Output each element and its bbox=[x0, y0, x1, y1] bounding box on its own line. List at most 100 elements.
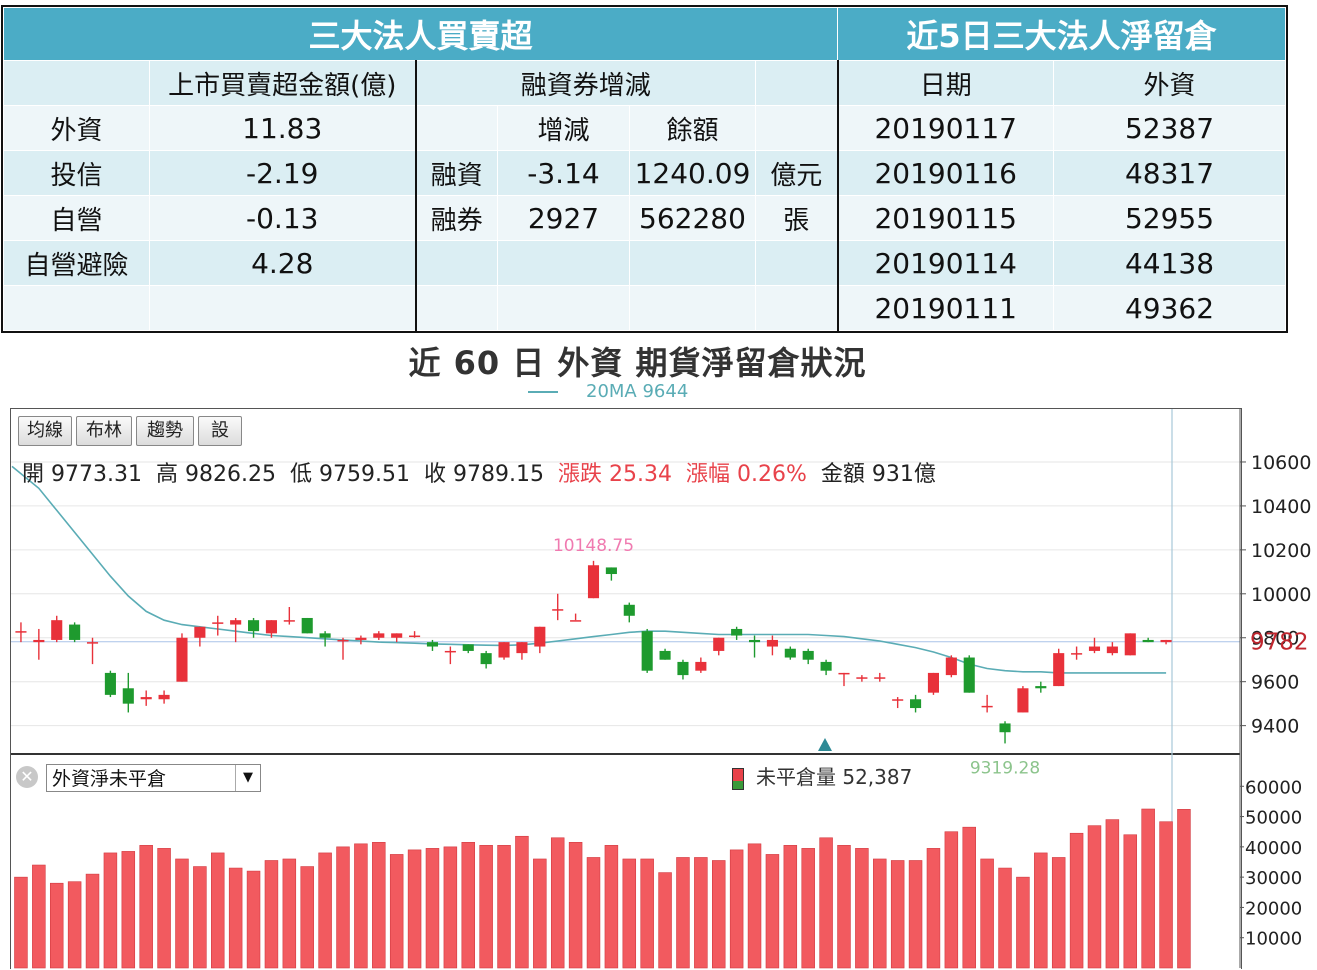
change-label: 漲跌 bbox=[558, 462, 603, 487]
open-interest-bar bbox=[873, 858, 887, 969]
toolbar-ma-button[interactable]: 均線 bbox=[18, 416, 72, 446]
ohlc-readout: 開 9773.31 高 9826.25 低 9759.51 收 9789.15 … bbox=[22, 456, 936, 488]
candle-body bbox=[319, 633, 331, 638]
margin-name: 融券 bbox=[414, 195, 498, 241]
low-value: 9759.51 bbox=[319, 462, 410, 487]
candle-body bbox=[802, 650, 814, 660]
open-interest-bar bbox=[228, 867, 243, 969]
open-interest-bar bbox=[568, 842, 583, 969]
close-indicator-icon[interactable]: ✕ bbox=[16, 766, 38, 788]
candle-body bbox=[444, 650, 456, 653]
price-tick-label: 9600 bbox=[1251, 672, 1299, 694]
low-label: 低 bbox=[290, 462, 313, 487]
open-interest-bar bbox=[712, 860, 726, 969]
chart-title: 近 60 日 外資 期貨淨留倉狀況 bbox=[408, 344, 867, 382]
open-interest-bar bbox=[264, 860, 279, 969]
open-interest-bar bbox=[372, 842, 386, 969]
event-marker-icon bbox=[818, 738, 832, 751]
candle-body bbox=[355, 637, 367, 640]
indicator-select[interactable]: 外資淨未平倉 ▼ bbox=[46, 764, 261, 792]
price-tick-label: 10000 bbox=[1251, 584, 1311, 606]
open-interest-bar bbox=[837, 845, 851, 969]
chart-frame bbox=[10, 408, 1242, 969]
open-interest-bar bbox=[246, 870, 261, 969]
open-interest-bar bbox=[1105, 819, 1120, 969]
chevron-down-icon[interactable]: ▼ bbox=[235, 765, 260, 791]
margin-change: 2927 bbox=[497, 195, 630, 241]
candle-body bbox=[516, 642, 528, 654]
candle-body bbox=[194, 626, 206, 638]
open-interest-bar bbox=[1123, 834, 1138, 969]
candle-body bbox=[820, 661, 832, 671]
margin-unit: 億元 bbox=[755, 150, 838, 196]
open-interest-bar bbox=[407, 849, 422, 969]
open-interest-bar bbox=[1016, 876, 1030, 969]
candle-body bbox=[963, 657, 975, 693]
open-interest-bar bbox=[103, 852, 118, 969]
open-interest-bar bbox=[282, 858, 297, 969]
candle-body bbox=[176, 637, 188, 682]
pos-foreign: 52387 bbox=[1053, 105, 1286, 151]
candle-body bbox=[784, 648, 796, 658]
open-interest-bar bbox=[461, 842, 475, 969]
open-interest-bar bbox=[425, 848, 440, 969]
candle-body bbox=[391, 633, 403, 638]
candle-body bbox=[1142, 639, 1154, 643]
candle-body bbox=[1160, 639, 1172, 643]
indicator-select-value: 外資淨未平倉 bbox=[52, 768, 167, 790]
candle-body bbox=[498, 642, 510, 658]
open-interest-bar bbox=[1141, 808, 1155, 969]
amount-label: 金額 bbox=[820, 462, 865, 487]
volume-tick-label: 50000 bbox=[1245, 808, 1302, 829]
candle-body bbox=[623, 604, 635, 616]
candle-body bbox=[534, 626, 546, 647]
toolbar-bollinger-button[interactable]: 布林 bbox=[76, 416, 132, 446]
open-interest-bar bbox=[121, 851, 136, 969]
toolbar-trend-button[interactable]: 趨勢 bbox=[136, 416, 194, 446]
open-interest-bar bbox=[300, 866, 314, 969]
toolbar-settings-button[interactable]: 設 bbox=[198, 416, 242, 446]
col-foreign: 外資 bbox=[1053, 60, 1286, 106]
open-interest-bar bbox=[890, 860, 905, 969]
open-interest-bar bbox=[139, 845, 153, 969]
open-interest-bar bbox=[318, 852, 332, 969]
open-interest-bar bbox=[819, 837, 833, 969]
candle-body bbox=[283, 620, 295, 622]
candle-body bbox=[605, 567, 617, 575]
candle-body bbox=[122, 688, 134, 704]
open-interest-bar bbox=[926, 848, 941, 969]
open-interest-bar bbox=[944, 831, 959, 969]
open-label: 開 bbox=[22, 462, 45, 487]
candle-body bbox=[641, 631, 653, 671]
open-interest-bar bbox=[658, 872, 672, 969]
open-interest-bar bbox=[175, 858, 189, 969]
open-interest-bar bbox=[783, 845, 798, 969]
open-interest-bar bbox=[640, 858, 654, 969]
inst-value: 4.28 bbox=[149, 240, 416, 286]
open-interest-legend: 未平倉量 52,387 bbox=[732, 761, 912, 790]
open-interest-bar bbox=[550, 837, 565, 969]
open-interest-bar bbox=[497, 845, 511, 969]
open-value: 9773.31 bbox=[51, 462, 142, 487]
candle-body bbox=[766, 639, 778, 647]
open-interest-bar bbox=[14, 876, 28, 969]
high-label: 高 bbox=[156, 462, 179, 487]
candle-body bbox=[713, 637, 725, 651]
open-interest-bar bbox=[676, 857, 690, 969]
sub-change: 增減 bbox=[497, 105, 630, 151]
open-interest-bar bbox=[515, 835, 529, 969]
open-interest-bar bbox=[908, 860, 923, 969]
candle-body bbox=[731, 628, 743, 636]
candle-body bbox=[1035, 686, 1047, 689]
close-label: 收 bbox=[424, 462, 447, 487]
price-annotation: 10148.75 bbox=[553, 536, 634, 556]
open-interest-bar bbox=[32, 864, 46, 969]
candle-body bbox=[945, 657, 957, 676]
open-interest-bar bbox=[622, 858, 637, 969]
pos-foreign: 52955 bbox=[1053, 195, 1286, 241]
ma-line bbox=[11, 465, 1167, 674]
inst-name: 自營 bbox=[3, 195, 150, 241]
sub-balance: 餘額 bbox=[629, 105, 756, 151]
change-value: 25.34 bbox=[609, 462, 672, 487]
open-interest-bar bbox=[1051, 857, 1066, 969]
